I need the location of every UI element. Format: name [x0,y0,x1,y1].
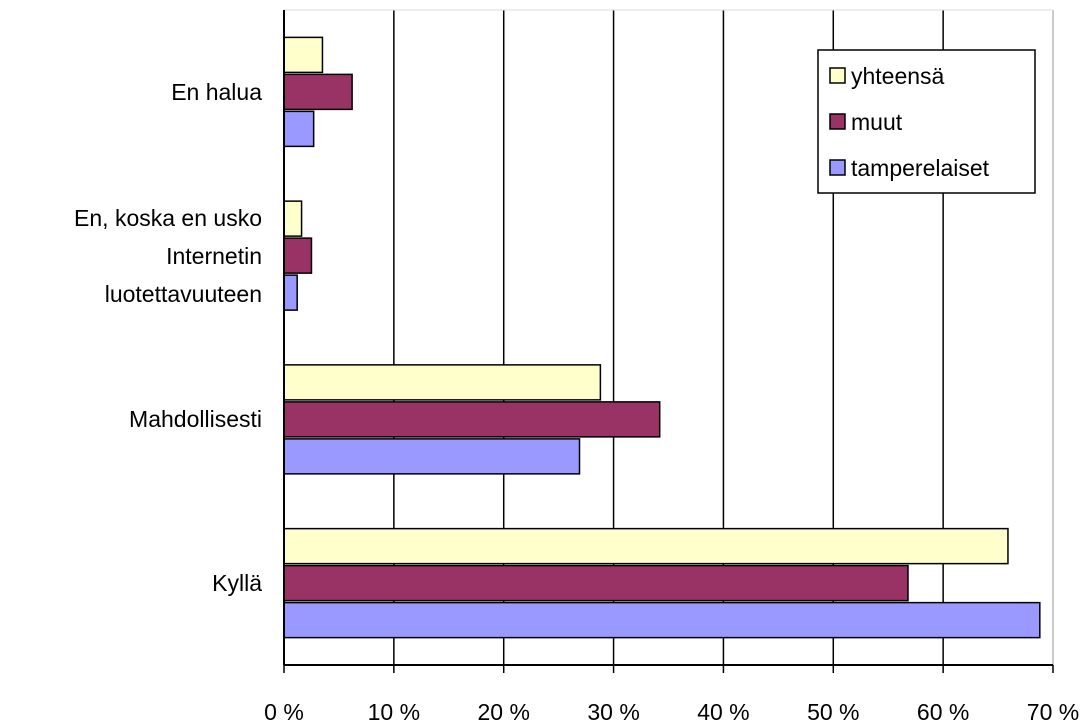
legend-swatch [829,113,846,130]
x-tick-label: 70 % [1027,699,1079,722]
legend-swatch [829,67,846,84]
bar [283,527,1009,565]
y-tick-label: Kyllä [212,570,262,597]
bar [283,237,313,274]
x-tick-label: 60 % [917,699,969,722]
y-tick-label: Mahdollisesti [129,406,262,433]
bar [283,401,661,438]
x-tick-label: 40 % [697,699,749,722]
bar [283,364,602,401]
legend-box [817,49,1036,194]
bar [283,73,353,111]
bar [283,438,581,475]
bar [283,601,1041,639]
x-tick-label: 50 % [807,699,859,722]
x-tick-label: 10 % [368,699,420,722]
bar [283,36,324,74]
y-tick-label: En, koska en usko Internetin luotettavuu… [74,204,262,307]
x-tick-label: 20 % [477,699,529,722]
x-tick-label: 0 % [264,699,304,722]
bar [283,110,315,148]
legend-label: muut [851,109,903,135]
bar [283,200,303,237]
legend-label: yhteensä [851,63,945,89]
x-tick-label: 30 % [587,699,639,722]
bar [283,274,298,311]
bar [283,564,909,602]
legend-label: tamperelaiset [851,155,990,181]
legend-swatch [829,159,846,176]
y-tick-label: En halua [171,78,262,105]
